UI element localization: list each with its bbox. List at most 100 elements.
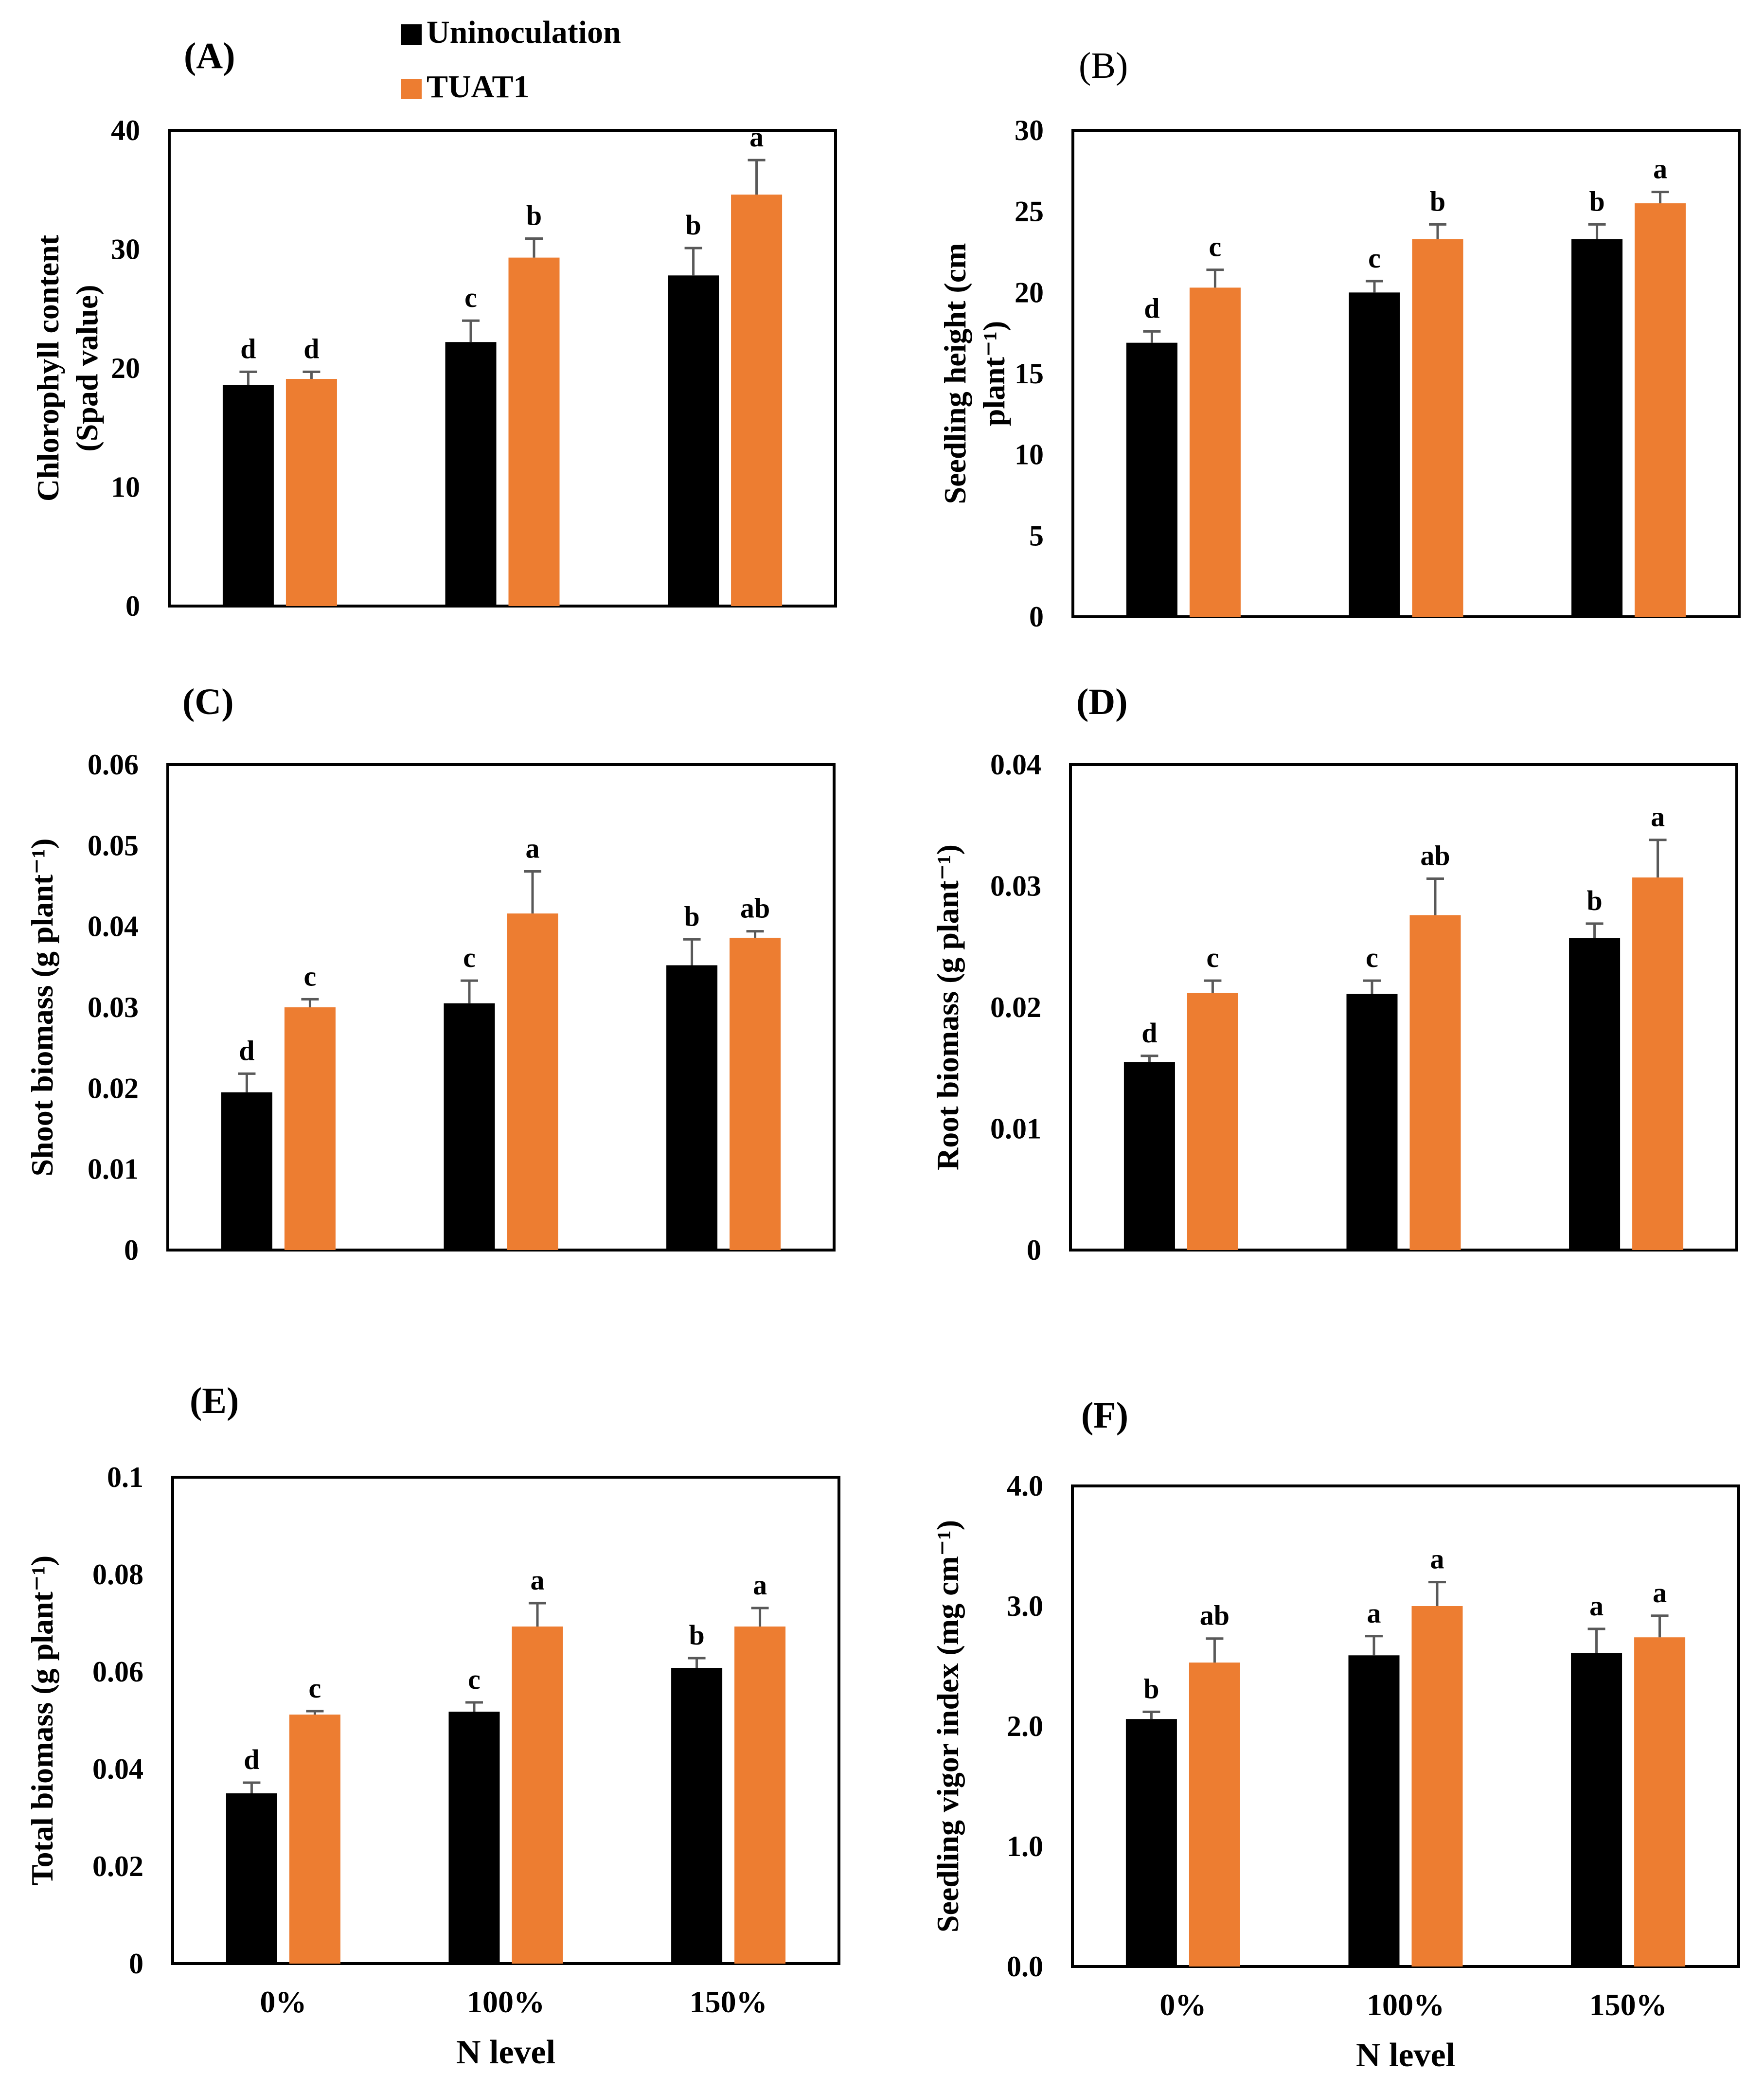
y-tick-label: 0.08 bbox=[92, 1558, 143, 1591]
bar-uninoculation-150pct bbox=[666, 965, 718, 1250]
plot-frame bbox=[171, 1476, 840, 1965]
panel-label: (A) bbox=[184, 36, 235, 76]
y-tick-label: 2.0 bbox=[1007, 1710, 1043, 1742]
significance-letter: d bbox=[239, 1035, 254, 1066]
significance-letter: c bbox=[1209, 231, 1222, 263]
y-axis-label: Seedling vigor index (mg cm⁻¹) bbox=[930, 1520, 965, 1932]
significance-letter: c bbox=[309, 1672, 321, 1704]
bar-uninoculation-0pct bbox=[226, 1793, 277, 1964]
significance-letter: b bbox=[684, 900, 699, 932]
y-tick-label: 30 bbox=[1015, 114, 1044, 146]
y-tick-label: 5 bbox=[1029, 519, 1044, 552]
y-tick-label: 40 bbox=[111, 114, 140, 146]
bar-tuat1-150pct bbox=[1632, 877, 1684, 1250]
significance-letter: ab bbox=[740, 893, 770, 924]
chart-panel-f: (F) 0.0 1.0 2.0 3.0 4.0 Seedling vigor index (… bbox=[930, 1395, 1740, 2074]
significance-letter: b bbox=[1586, 885, 1602, 916]
y-tick-label: 0.01 bbox=[88, 1153, 139, 1185]
bar-uninoculation-100pct bbox=[448, 1712, 500, 1964]
bar-uninoculation-150pct bbox=[1569, 938, 1621, 1250]
y-tick-label: 10 bbox=[111, 471, 140, 503]
x-tick-label: 100% bbox=[1367, 1987, 1444, 2022]
legend-swatch-tuat1 bbox=[401, 79, 422, 99]
y-axis-label: (Spad value) bbox=[70, 285, 104, 451]
significance-letter: c bbox=[464, 282, 477, 313]
bar-uninoculation-150pct bbox=[671, 1668, 723, 1964]
y-tick-label: 0.04 bbox=[92, 1753, 143, 1785]
significance-letter: b bbox=[1143, 1673, 1159, 1704]
bar-tuat1-0pct bbox=[1187, 993, 1238, 1250]
y-tick-label: 15 bbox=[1015, 358, 1044, 390]
significance-letter: a bbox=[1651, 801, 1665, 833]
y-tick-label: 0.1 bbox=[107, 1461, 143, 1493]
bar-tuat1-100pct bbox=[507, 913, 558, 1250]
significance-letter: a bbox=[1430, 1543, 1444, 1575]
y-tick-label: 0.0 bbox=[1007, 1950, 1043, 1983]
x-axis-label: N level bbox=[1356, 2037, 1455, 2074]
panel-label: (F) bbox=[1081, 1395, 1128, 1436]
significance-letter: b bbox=[685, 209, 701, 241]
significance-letter: d bbox=[1144, 292, 1159, 324]
significance-letter: c bbox=[468, 1663, 481, 1695]
plot-frame bbox=[168, 129, 837, 608]
y-tick-label: 0.05 bbox=[88, 829, 139, 861]
bar-uninoculation-100pct bbox=[1346, 994, 1398, 1250]
y-tick-label: 0.06 bbox=[92, 1656, 143, 1688]
bar-tuat1-100pct bbox=[1412, 239, 1463, 617]
panel-label: (D) bbox=[1076, 681, 1128, 722]
bar-uninoculation-0pct bbox=[1126, 342, 1177, 617]
bar-tuat1-100pct bbox=[512, 1627, 563, 1964]
significance-letter: b bbox=[526, 199, 542, 231]
plot-frame bbox=[1071, 129, 1741, 618]
x-tick-label: 150% bbox=[1589, 1987, 1667, 2022]
y-tick-label: 20 bbox=[111, 352, 140, 384]
significance-letter: a bbox=[1589, 1590, 1604, 1622]
y-tick-label: 0.02 bbox=[88, 1072, 139, 1104]
y-tick-label: 0.04 bbox=[88, 911, 139, 943]
y-tick-label: 0 bbox=[129, 1948, 143, 1980]
y-axis-label: plant⁻¹) bbox=[977, 321, 1011, 427]
x-axis-label: N level bbox=[456, 2034, 555, 2071]
significance-letter: ab bbox=[1420, 840, 1450, 872]
bar-uninoculation-100pct bbox=[444, 1003, 495, 1250]
bar-tuat1-100pct bbox=[1411, 1606, 1463, 1967]
bar-tuat1-150pct bbox=[731, 195, 783, 606]
panel-label: (C) bbox=[182, 681, 234, 722]
y-tick-label: 3.0 bbox=[1007, 1590, 1043, 1622]
bar-uninoculation-0pct bbox=[221, 1092, 272, 1250]
significance-letter: d bbox=[303, 333, 319, 364]
y-tick-label: 25 bbox=[1015, 196, 1044, 228]
bar-uninoculation-100pct bbox=[1349, 292, 1400, 617]
significance-letter: c bbox=[1207, 942, 1219, 973]
y-tick-label: 0.03 bbox=[990, 870, 1041, 902]
bar-tuat1-150pct bbox=[734, 1627, 786, 1964]
significance-letter: a bbox=[526, 833, 540, 864]
y-tick-label: 0 bbox=[1027, 1234, 1041, 1266]
bar-tuat1-150pct bbox=[1635, 203, 1686, 617]
significance-letter: a bbox=[753, 1569, 767, 1601]
y-tick-label: 0.02 bbox=[990, 991, 1041, 1023]
legend-label-uninoculation: Uninoculation bbox=[427, 15, 621, 50]
bar-uninoculation-100pct bbox=[445, 342, 497, 606]
panel-label: (B) bbox=[1079, 45, 1128, 86]
significance-letter: b bbox=[1430, 185, 1445, 217]
legend: Uninoculation TUAT1 bbox=[401, 15, 621, 105]
bar-tuat1-150pct bbox=[1634, 1637, 1686, 1967]
bar-uninoculation-100pct bbox=[1348, 1655, 1400, 1967]
x-tick-label: 0% bbox=[1159, 1987, 1206, 2022]
significance-letter: a bbox=[749, 121, 764, 153]
bar-tuat1-0pct bbox=[1189, 287, 1241, 617]
significance-letter: a bbox=[1653, 1577, 1667, 1609]
significance-letter: a bbox=[1653, 153, 1667, 185]
significance-letter: b bbox=[1589, 185, 1604, 217]
y-tick-label: 20 bbox=[1015, 276, 1044, 308]
plot-frame bbox=[1071, 1484, 1740, 1968]
bar-uninoculation-150pct bbox=[1571, 1653, 1622, 1967]
bar-uninoculation-150pct bbox=[1571, 239, 1623, 617]
bar-uninoculation-0pct bbox=[222, 385, 274, 606]
legend-swatch-uninoculation bbox=[401, 24, 422, 45]
y-axis-label: Root biomass (g plant⁻¹) bbox=[930, 844, 965, 1170]
significance-letter: c bbox=[1366, 942, 1378, 973]
chart-panel-b: (B) 0 5 10 15 20 25 30 Seedling height (cm plant⁻… bbox=[938, 45, 1741, 633]
